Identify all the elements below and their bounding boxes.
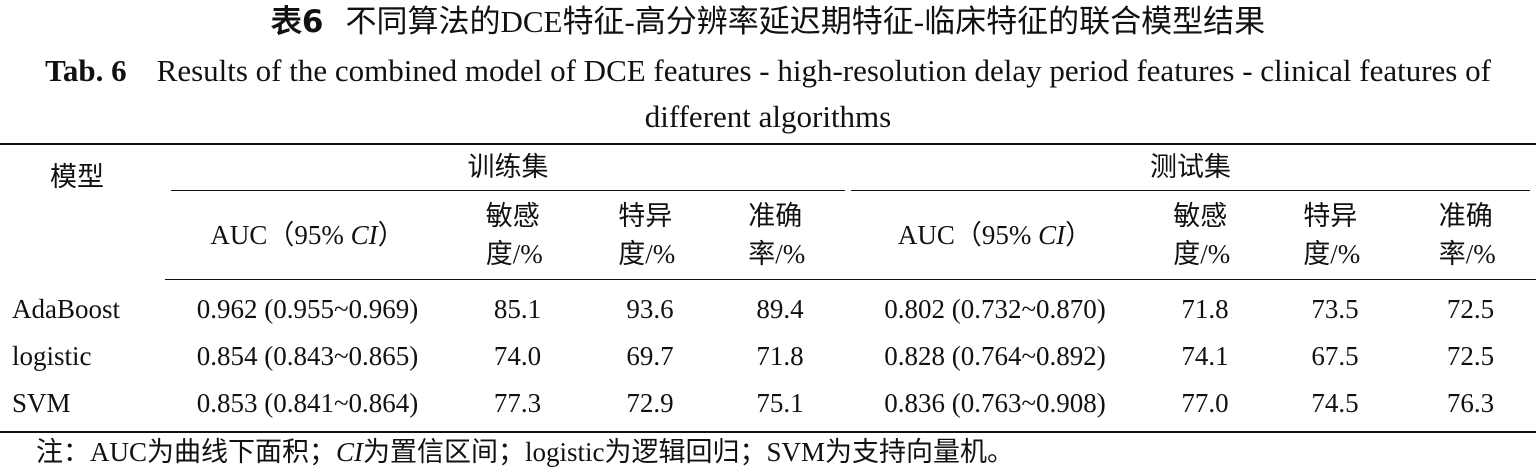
column-row: AUC（95% CI） 敏感度/% 特异度/% 准确率/% AUC（95% CI） 敏感度… <box>0 191 1536 280</box>
column-header-text: 敏感度/% <box>485 201 543 269</box>
group-header-text: 训练集 <box>171 145 845 191</box>
title-text: Results of the combined model of DCE fea… <box>156 53 1491 134</box>
cell: 75.1 <box>715 380 845 433</box>
column-header-text: AUC（95% <box>897 220 1039 250</box>
group-header-text: 测试集 <box>851 145 1530 191</box>
data-row: SVM 0.853 (0.841~0.864) 77.3 72.9 75.1 0.836 … <box>0 380 1536 433</box>
cell: 74.0 <box>493 341 542 371</box>
data-row: logistic 0.854 (0.843~0.865) 74.0 69.7 71.8 0… <box>0 333 1536 380</box>
group-header: 训练集 <box>165 144 845 191</box>
cell: 0.828 (0.764~0.892) <box>884 341 1106 371</box>
column-header-text: 特异度/% <box>618 201 676 269</box>
column-header: 敏感度/% <box>1145 191 1265 280</box>
title-text: 不同算法的DCE特征-高分辨率延迟期特征-临床特征的联合模型结果 <box>345 4 1266 39</box>
cell: 0.836 (0.763~0.908) <box>845 380 1145 433</box>
row-header-text: 模型 <box>50 162 104 192</box>
column-header-text: 准确率/% <box>748 201 806 269</box>
column-header-italic: CI <box>1038 220 1066 250</box>
column-header: 特异度/% <box>585 191 715 280</box>
cell: 71.8 <box>756 341 804 371</box>
cell: 67.5 <box>1311 341 1359 371</box>
data-row: AdaBoost 0.962 (0.955~0.969) 85.1 93.6 89.4 0… <box>0 280 1536 334</box>
title-en: Tab. 6 Results of the combined model of D… <box>20 48 1516 140</box>
cell: 74.1 <box>1181 341 1229 371</box>
cell: 69.7 <box>626 341 674 371</box>
column-header-text: AUC（95% <box>210 220 351 250</box>
cell: 77.3 <box>450 380 585 433</box>
row-label: logistic <box>12 341 92 371</box>
note-text: 注：AUC为曲线下面积； <box>36 437 337 467</box>
cell: 76.3 <box>1405 380 1536 433</box>
note-italic: CI <box>336 437 364 467</box>
column-header-text: 准确率/% <box>1438 201 1496 269</box>
cell: 74.5 <box>1265 380 1405 433</box>
cell: 71.8 <box>1181 294 1229 324</box>
cell: 72.5 <box>1446 294 1495 324</box>
table-label: 表6 <box>270 4 324 40</box>
column-header: 敏感度/% <box>450 191 585 280</box>
column-header: AUC（95% CI） <box>165 191 450 280</box>
results-table: 模型 训练集 测试集 AUC（95% CI） 敏感度/% 特异度/% 准确率/% AUC（95… <box>0 143 1536 433</box>
table-label: Tab. 6 <box>45 53 127 88</box>
cell: 0.853 (0.841~0.864) <box>165 380 450 433</box>
column-header: 准确率/% <box>1405 191 1536 280</box>
row-label: AdaBoost <box>12 293 120 324</box>
cell: 73.5 <box>1311 294 1359 324</box>
column-header-text: 特异度/% <box>1303 201 1361 269</box>
column-header: 准确率/% <box>715 191 845 280</box>
cell: 85.1 <box>493 294 542 324</box>
row-header: 模型 <box>0 144 165 280</box>
cell: 0.962 (0.955~0.969) <box>196 294 419 324</box>
column-header-text: 敏感度/% <box>1173 201 1231 269</box>
column-header-text: ） <box>377 220 405 250</box>
footnote: 注：AUC为曲线下面积；CI为置信区间；logistic为逻辑回归；SVM为支持… <box>36 434 1014 470</box>
column-header-text: ） <box>1065 220 1093 250</box>
column-header: 特异度/% <box>1265 191 1405 280</box>
note-text: 为置信区间；logistic为逻辑回归；SVM为支持向量机。 <box>363 437 1015 467</box>
row-label: SVM <box>0 380 165 433</box>
cell: 89.4 <box>756 294 804 324</box>
cell: 72.9 <box>585 380 715 433</box>
title-cn: 表6 不同算法的DCE特征-高分辨率延迟期特征-临床特征的联合模型结果 <box>0 2 1536 42</box>
group-row: 模型 训练集 测试集 <box>0 144 1536 192</box>
column-header-italic: CI <box>350 220 378 250</box>
cell: 0.854 (0.843~0.865) <box>196 341 419 371</box>
cell: 93.6 <box>626 294 674 324</box>
cell: 77.0 <box>1145 380 1265 433</box>
cell: 0.802 (0.732~0.870) <box>884 294 1106 324</box>
cell: 72.5 <box>1446 341 1495 371</box>
group-header: 测试集 <box>845 144 1536 191</box>
column-header: AUC（95% CI） <box>845 191 1145 280</box>
